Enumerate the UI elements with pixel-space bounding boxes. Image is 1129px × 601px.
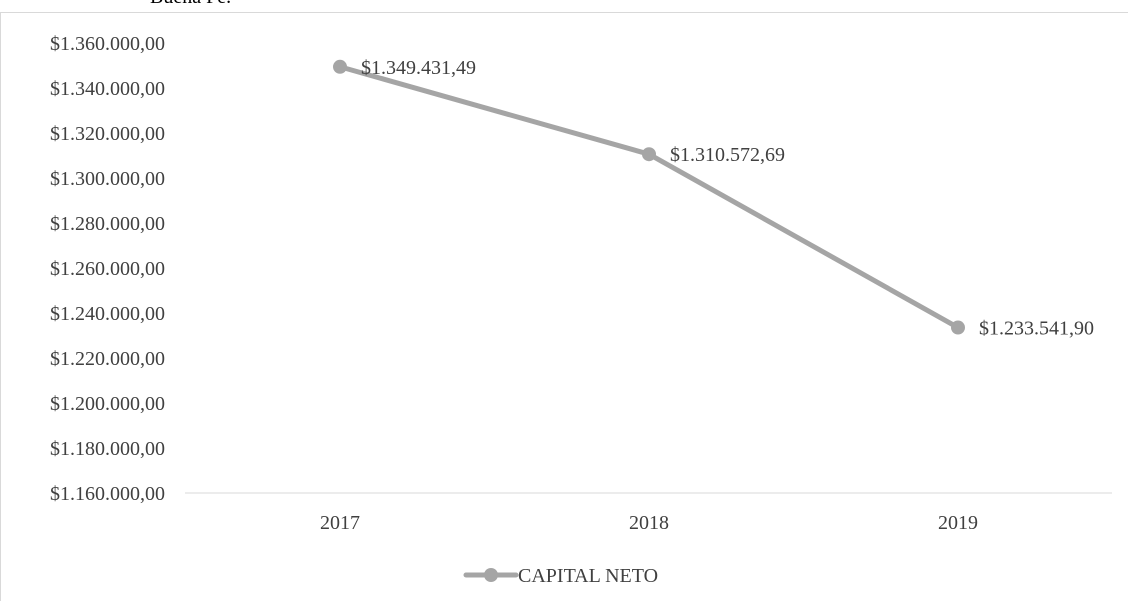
y-tick-label: $1.200.000,00 [50, 393, 165, 415]
y-tick-label: $1.220.000,00 [50, 348, 165, 370]
legend-label-capital-neto: CAPITAL NETO [518, 565, 658, 587]
legend: CAPITAL NETO [463, 565, 658, 587]
y-tick-label: $1.280.000,00 [50, 213, 165, 235]
data-point-2019 [951, 320, 965, 335]
data-point-2018 [642, 147, 656, 162]
data-label-2019: $1.233.541,90 [979, 318, 1094, 340]
y-axis-tick-labels: $1.160.000,00 $1.180.000,00 $1.200.000,00 $… [50, 33, 165, 505]
clipped-caption-text: Buena Fe. [150, 0, 231, 9]
legend-marker-icon [484, 568, 498, 582]
x-tick-label-2018: 2018 [629, 512, 669, 534]
series-layer: $1.349.431,49 $1.310.572,69 $1.233.541,90 [333, 57, 1094, 340]
y-tick-label: $1.260.000,00 [50, 258, 165, 280]
x-axis-tick-labels: 2017 2018 2019 [320, 512, 978, 534]
chart-frame [0, 12, 1128, 601]
y-tick-label: $1.340.000,00 [50, 78, 165, 100]
x-tick-label-2019: 2019 [938, 512, 978, 534]
y-tick-label: $1.320.000,00 [50, 123, 165, 145]
series-line-capital-neto [337, 64, 961, 331]
y-tick-label: $1.160.000,00 [50, 483, 165, 505]
data-label-2018: $1.310.572,69 [670, 144, 785, 166]
y-tick-label: $1.300.000,00 [50, 168, 165, 190]
data-point-2017 [333, 59, 347, 74]
y-tick-label: $1.180.000,00 [50, 438, 165, 460]
data-label-2017: $1.349.431,49 [361, 57, 476, 79]
y-tick-label: $1.360.000,00 [50, 33, 165, 55]
y-tick-label: $1.240.000,00 [50, 303, 165, 325]
x-tick-label-2017: 2017 [320, 512, 360, 534]
